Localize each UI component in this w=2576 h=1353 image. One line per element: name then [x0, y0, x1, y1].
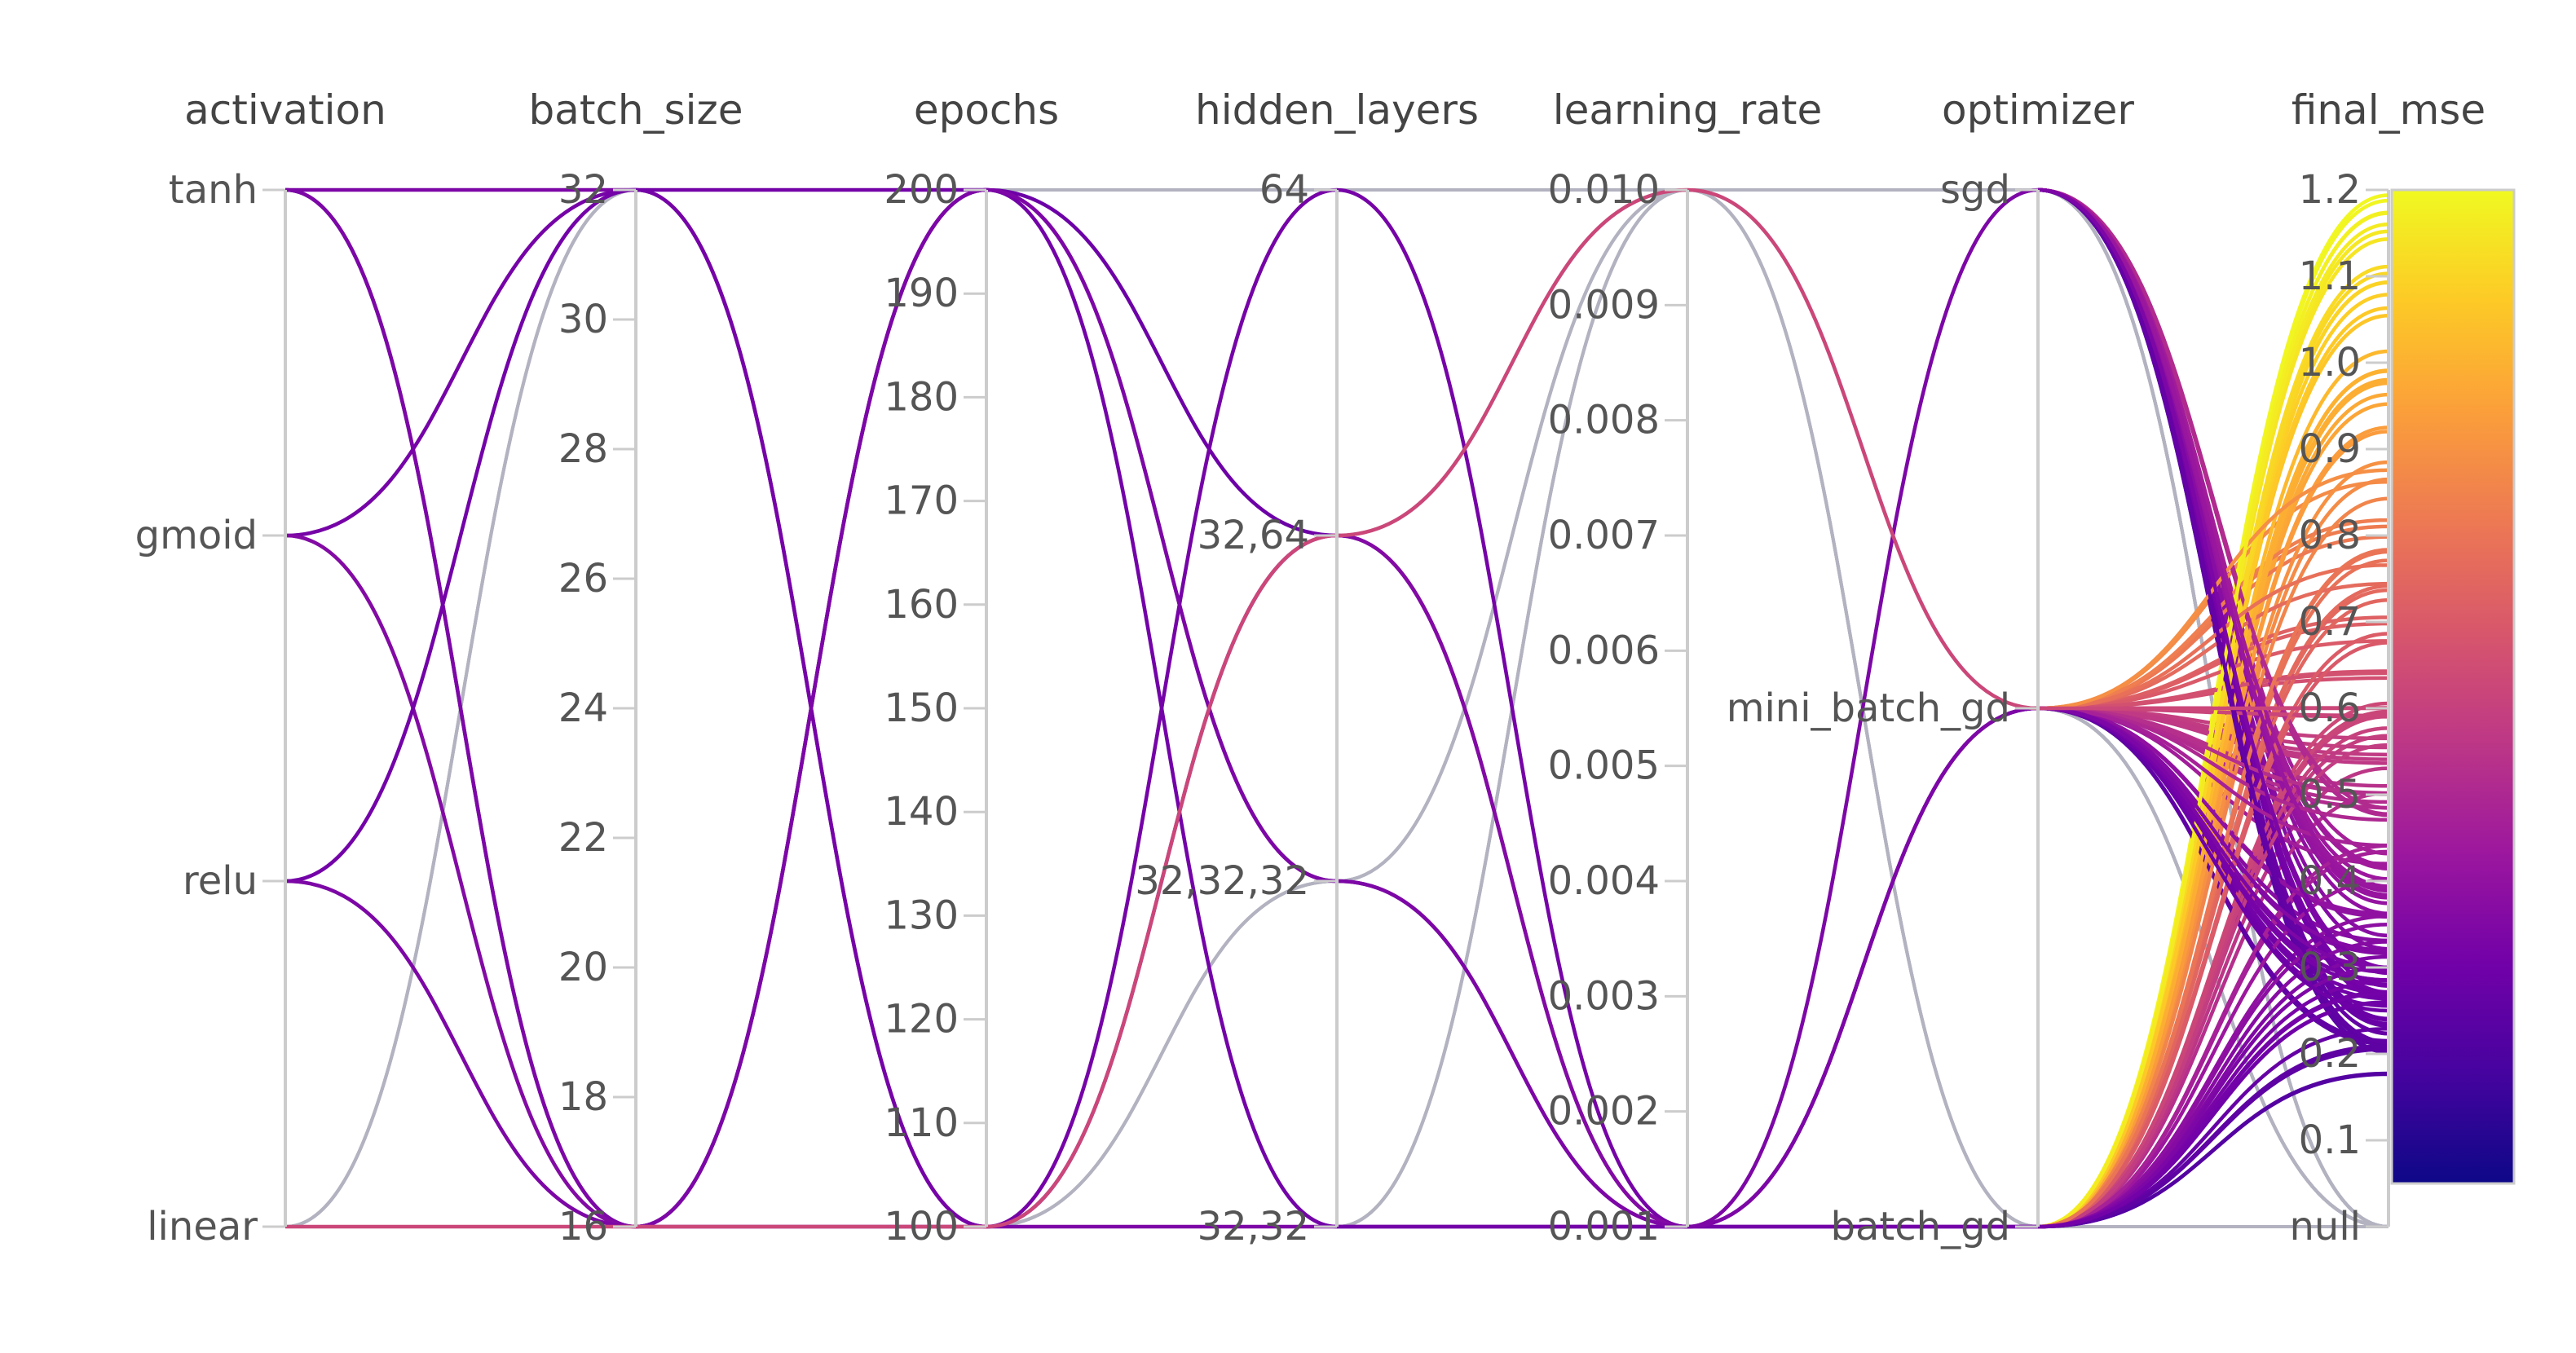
tick-label: 0.006 — [1548, 628, 1660, 673]
axis-title: final_mse — [2291, 86, 2486, 134]
axis-final-mse: final_mse 1.2 1.1 1.0 0.9 0.8 0.7 0.6 0.5 0.4 0.3 0… — [2289, 86, 2486, 1249]
axis-title: optimizer — [1942, 86, 2134, 134]
tick-label: 0.010 — [1548, 167, 1660, 213]
axis-batch-size: batch_size 32 30 28 26 24 22 20 18 16 — [528, 86, 743, 1249]
axes: activation tanh gmoid relu linear batch_size 3… — [135, 86, 2486, 1249]
axis-title: activation — [184, 86, 386, 134]
tick-label: batch_gd — [1831, 1204, 2010, 1249]
tick-label: 0.1 — [2299, 1117, 2361, 1163]
axis-activation: activation tanh gmoid relu linear — [135, 86, 386, 1249]
tick-label: 200 — [884, 167, 959, 213]
tick-label: 0.9 — [2299, 426, 2361, 472]
tick-label: 0.007 — [1548, 513, 1660, 558]
axis-optimizer: optimizer sgd mini_batch_gd batch_gd — [1727, 86, 2135, 1249]
tick-label: 0.3 — [2299, 945, 2361, 990]
tick-label: relu — [183, 858, 258, 904]
mse-line — [2037, 468, 2389, 711]
tick-label: 20 — [558, 945, 608, 990]
tick-label: 0.001 — [1548, 1204, 1660, 1249]
mse-line — [2037, 706, 2389, 848]
tick-label: 150 — [884, 685, 959, 731]
run-line-7 — [285, 187, 2389, 1229]
tick-label: 190 — [884, 271, 959, 316]
mse-line — [2037, 187, 2389, 890]
mse-line — [2037, 743, 2389, 1229]
tick-label: 140 — [884, 789, 959, 835]
tick-label: 1.0 — [2299, 340, 2361, 386]
tick-label: 0.005 — [1548, 743, 1660, 789]
tick-label: 28 — [558, 426, 608, 472]
colorbar-rect — [2390, 188, 2516, 1185]
tick-label: 120 — [884, 997, 959, 1042]
tick-label: gmoid — [135, 513, 258, 558]
axis-title: batch_size — [528, 86, 743, 134]
run-line-8 — [285, 187, 2389, 1229]
axis-epochs: epochs 200 190 180 170 160 150 140 130 120 110 100 — [884, 86, 1059, 1249]
tick-label: 0.7 — [2299, 599, 2361, 645]
tick-label: 170 — [884, 478, 959, 524]
axis-title: learning_rate — [1553, 86, 1823, 134]
highlighted-lines — [285, 187, 2389, 1229]
mse-line — [2037, 377, 2389, 1229]
tick-label: 64 — [1259, 167, 1309, 213]
mse-line — [2037, 223, 2389, 1229]
colorbar — [2390, 188, 2516, 1185]
tick-label: 0.6 — [2299, 685, 2361, 731]
tick-label: 0.4 — [2299, 858, 2361, 904]
mse-line — [2037, 563, 2389, 711]
tick-label: 0.5 — [2299, 772, 2361, 818]
tick-label: 100 — [884, 1204, 959, 1249]
tick-label: 0.009 — [1548, 282, 1660, 328]
tick-label: 160 — [884, 582, 959, 628]
tick-label: 16 — [558, 1204, 608, 1249]
tick-label: 1.1 — [2299, 253, 2361, 299]
tick-label: 24 — [558, 685, 608, 731]
tick-label: 30 — [558, 297, 608, 342]
tick-label: 22 — [558, 815, 608, 861]
tick-label: 0.003 — [1548, 973, 1660, 1019]
axis-learning-rate: learning_rate 0.010 0.009 0.008 0.007 0.006 0.… — [1548, 86, 1823, 1249]
tick-label: 32,32 — [1198, 1204, 1309, 1249]
tick-label: sgd — [1940, 167, 2010, 213]
tick-label: linear — [147, 1204, 258, 1249]
tick-label: 180 — [884, 374, 959, 420]
tick-label: 32,64 — [1198, 513, 1309, 558]
axis-hidden-layers: hidden_layers 64 32,64 32,32,32 32,32 — [1135, 86, 1479, 1249]
tick-label: 0.2 — [2299, 1031, 2361, 1077]
tick-label: null — [2289, 1204, 2361, 1249]
axis-title: epochs — [914, 86, 1059, 134]
tick-label: 0.8 — [2299, 513, 2361, 558]
mse-line — [2037, 548, 2389, 1229]
tick-label: 110 — [884, 1100, 959, 1146]
mse-line — [2037, 306, 2389, 1229]
tick-label: 18 — [558, 1074, 608, 1120]
tick-label: 26 — [558, 556, 608, 602]
tick-label: mini_batch_gd — [1727, 685, 2010, 731]
tick-label: 0.004 — [1548, 858, 1660, 904]
tick-label: 1.2 — [2299, 167, 2361, 213]
mse-line — [2037, 706, 2389, 1047]
tick-label: 0.002 — [1548, 1089, 1660, 1135]
tick-label: 32,32,32 — [1135, 858, 1309, 904]
tick-label: 130 — [884, 892, 959, 938]
tick-label: 0.008 — [1548, 398, 1660, 443]
axis-title: hidden_layers — [1195, 86, 1479, 134]
tick-label: 32 — [558, 167, 608, 213]
mse-line — [2037, 632, 2389, 1229]
tick-label: tanh — [169, 167, 258, 213]
mse-line — [2037, 1043, 2389, 1229]
mse-line — [2037, 844, 2389, 1229]
